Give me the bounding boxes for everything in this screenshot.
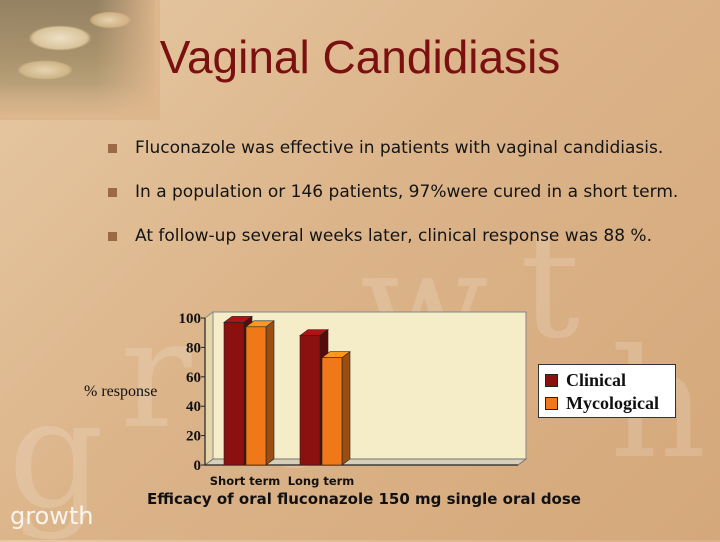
bar-mycological-1 [321, 357, 343, 466]
photo-fade [0, 0, 160, 120]
y-tick-label: 100 [179, 311, 202, 327]
x-category-label: Long term [288, 474, 355, 488]
square-bullet-icon [108, 143, 117, 153]
growth-logo: growth [10, 502, 94, 530]
bullet-item: At follow-up several weeks later, clinic… [108, 214, 678, 258]
y-axis-label: % response [84, 383, 158, 400]
legend-label-mycological: Mycological [566, 393, 659, 413]
bar-mycological-0 [245, 326, 267, 466]
y-tick-label: 40 [186, 399, 201, 415]
bullet-list: Fluconazole was effective in patients wi… [108, 126, 678, 258]
y-tick-label: 0 [194, 458, 202, 474]
legend-swatch-mycological [545, 397, 558, 410]
legend-label-clinical: Clinical [566, 370, 627, 390]
legend-swatch-clinical [545, 374, 558, 387]
legend-entry-clinical: Clinical [545, 369, 671, 392]
y-tick-label: 20 [186, 429, 201, 445]
bullet-text: In a population or 146 patients, 97%were… [135, 182, 679, 202]
bar-side-mycological-1 [341, 351, 351, 466]
bar-side-mycological-0 [265, 320, 275, 466]
y-tick-label: 60 [186, 370, 201, 386]
bullet-item: Fluconazole was effective in patients wi… [108, 126, 678, 170]
slide-title: Vaginal Candidiasis [159, 31, 561, 83]
bar-clinical-1 [299, 335, 321, 466]
plot-side-wall [204, 311, 214, 466]
bar-clinical-0 [223, 322, 245, 466]
x-category-label: Short term [210, 474, 281, 488]
bullet-text: Fluconazole was effective in patients wi… [135, 138, 664, 158]
chart-caption: Efficacy of oral fluconazole 150 mg sing… [147, 490, 581, 508]
chart-legend: Clinical Mycological [538, 364, 676, 418]
bullet-text: At follow-up several weeks later, clinic… [135, 226, 652, 246]
square-bullet-icon [108, 231, 117, 241]
bullet-item: In a population or 146 patients, 97%were… [108, 170, 678, 214]
legend-entry-mycological: Mycological [545, 392, 671, 415]
y-tick-label: 80 [186, 340, 201, 356]
square-bullet-icon [108, 187, 117, 197]
